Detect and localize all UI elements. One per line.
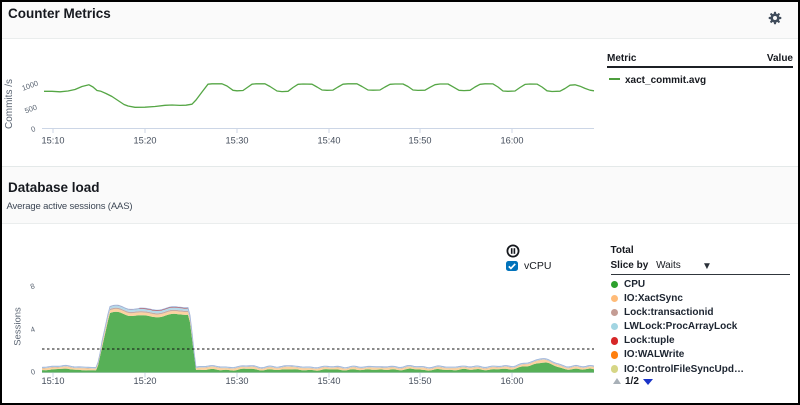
svg-text:1000: 1000 [21, 79, 40, 93]
svg-text:15:10: 15:10 [42, 376, 65, 386]
svg-text:15:40: 15:40 [318, 136, 341, 146]
svg-text:15:40: 15:40 [318, 376, 341, 386]
svg-text:8: 8 [29, 281, 36, 291]
svg-text:15:20: 15:20 [134, 136, 157, 146]
svg-text:15:30: 15:30 [226, 376, 249, 386]
svg-text:Commits /s: Commits /s [4, 79, 15, 129]
svg-text:500: 500 [23, 103, 38, 116]
svg-text:15:10: 15:10 [42, 136, 65, 146]
svg-text:15:50: 15:50 [409, 136, 432, 146]
svg-text:Sessions: Sessions [12, 307, 23, 346]
svg-text:16:00: 16:00 [501, 376, 524, 386]
svg-text:0: 0 [29, 367, 36, 377]
svg-text:15:30: 15:30 [226, 136, 249, 146]
svg-text:4: 4 [29, 325, 36, 335]
svg-text:15:20: 15:20 [134, 376, 157, 386]
svg-text:15:50: 15:50 [409, 376, 432, 386]
svg-text:16:00: 16:00 [501, 136, 524, 146]
svg-text:0: 0 [30, 124, 37, 134]
